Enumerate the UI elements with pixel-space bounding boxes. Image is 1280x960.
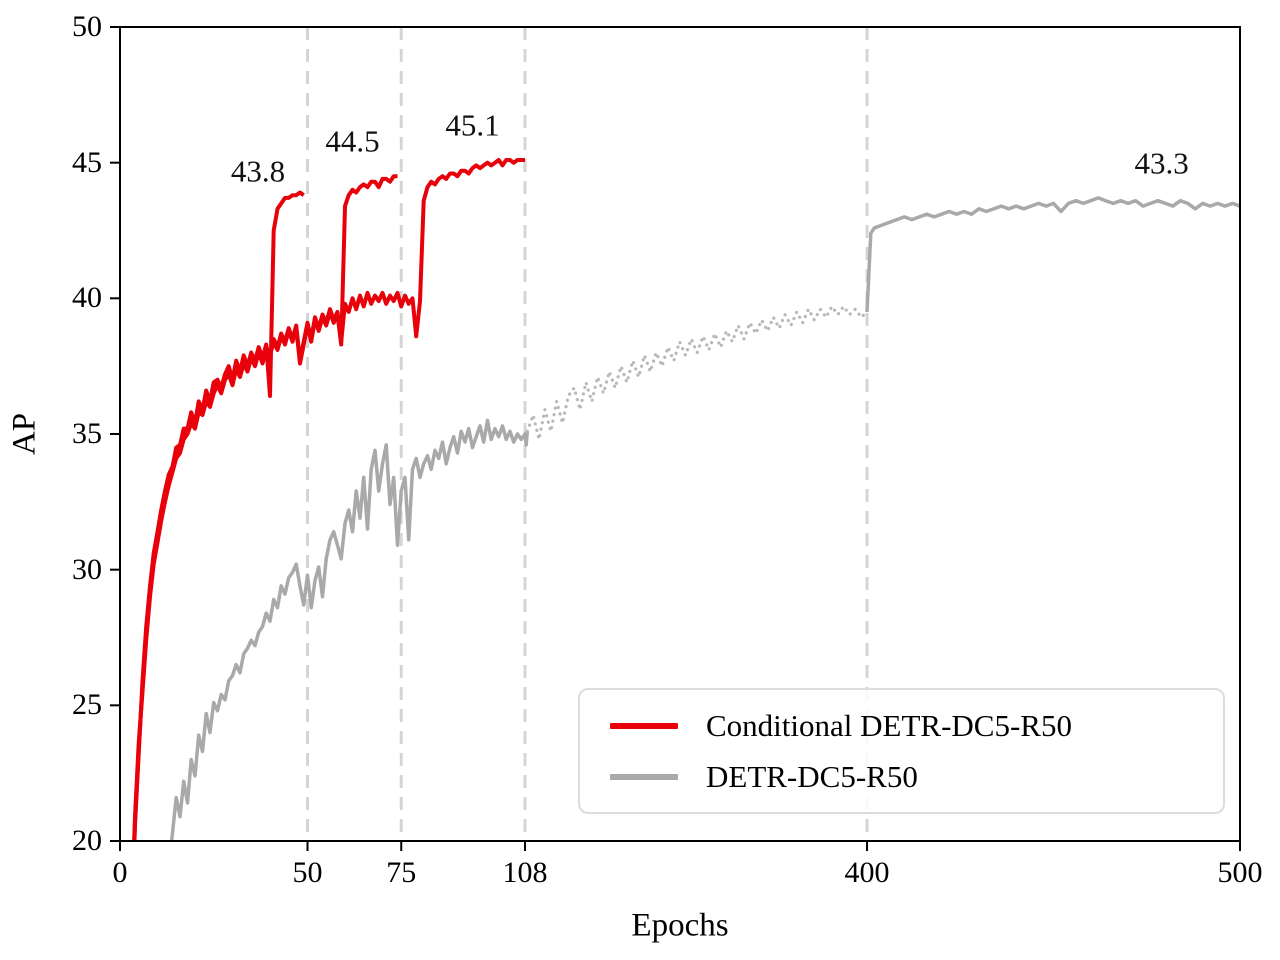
- legend-item-conditional-detr: Conditional DETR-DC5-R50: [610, 710, 1223, 741]
- legend-label-detr: DETR-DC5-R50: [706, 759, 918, 794]
- series-detr-dc5-r50-epochs-110-400-dotted-compressed-axis-: [525, 304, 869, 441]
- annotation-ap-43-3: 43.3: [1134, 145, 1189, 181]
- x-axis-label: Epochs: [631, 907, 729, 944]
- x-tick-label-108: 108: [502, 856, 548, 889]
- series-conditional-detr-dc5-r50-75-epoch-schedule-: [132, 174, 398, 841]
- series-detr-dc5-r50-epochs-400-500-after-lr-drop-: [865, 196, 1240, 312]
- y-tick-label-45: 45: [72, 145, 102, 179]
- x-tick-label-75: 75: [386, 856, 417, 889]
- x-tick-label-50: 50: [292, 856, 323, 889]
- x-tick-label-400: 400: [844, 856, 890, 889]
- legend-item-detr: DETR-DC5-R50: [610, 761, 1223, 792]
- y-tick-label-20: 20: [72, 824, 102, 857]
- legend-line-gray-icon: [610, 773, 678, 780]
- y-tick-label-40: 40: [72, 281, 102, 315]
- y-tick-label-25: 25: [72, 688, 102, 722]
- series-conditional-detr-dc5-r50-50-epoch-schedule-: [132, 190, 305, 841]
- series-conditional-detr-dc5-r50-108-epoch-schedule-: [132, 158, 525, 841]
- x-tick-label-500: 500: [1217, 856, 1263, 889]
- annotation-ap-45-1: 45.1: [445, 107, 500, 143]
- y-tick-label-50: 50: [72, 10, 102, 43]
- legend-label-conditional-detr: Conditional DETR-DC5-R50: [706, 708, 1072, 743]
- y-axis-label: AP: [6, 412, 43, 456]
- series-layer: [132, 158, 1240, 841]
- y-tick-label-30: 30: [72, 552, 102, 586]
- legend: Conditional DETR-DC5-R50 DETR-DC5-R50: [578, 688, 1225, 814]
- annotation-ap-44-5: 44.5: [325, 123, 380, 159]
- x-tick-label-0: 0: [112, 856, 128, 889]
- series-detr-dc5-r50-epochs-1-110-solid-: [169, 418, 530, 841]
- y-tick-label-35: 35: [72, 417, 102, 450]
- annotation-ap-43-8: 43.8: [230, 153, 286, 189]
- legend-line-red-icon: [610, 722, 678, 729]
